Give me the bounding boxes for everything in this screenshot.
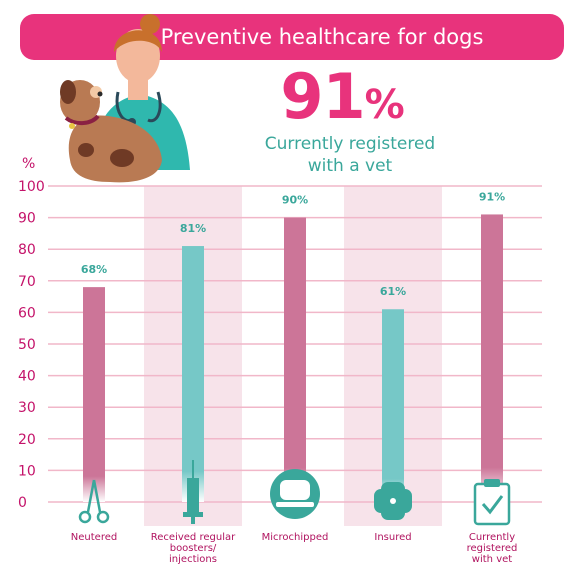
- y-tick-label: 10: [18, 463, 36, 479]
- y-tick-label: 100: [18, 179, 45, 195]
- scissors-icon: [78, 479, 110, 524]
- y-tick-label: 70: [18, 274, 36, 290]
- plaster-icon: [374, 482, 412, 520]
- value-label: 61%: [380, 285, 406, 298]
- headline-subtitle-line1: Currently registered: [264, 134, 436, 154]
- bars: [83, 214, 503, 502]
- value-label: 81%: [180, 222, 206, 235]
- category-label: Insured: [374, 532, 411, 543]
- value-label: 68%: [81, 263, 107, 276]
- bar-received: [182, 246, 204, 502]
- value-labels: 68% 81% 90% 61% 91%: [81, 190, 505, 298]
- headline-stat: 91%: [262, 64, 422, 138]
- y-tick-label: 40: [18, 369, 36, 385]
- y-tick-label: 80: [18, 242, 36, 258]
- y-axis-title: %: [22, 156, 35, 172]
- y-axis-labels: 0 10 20 30 40 50 60 70 80 90 100: [18, 179, 45, 511]
- headline-unit: %: [364, 82, 405, 128]
- y-tick-label: 60: [18, 305, 36, 321]
- category-label: Neutered: [71, 532, 117, 543]
- category-label: Currently registered with vet: [467, 532, 518, 565]
- y-tick-label: 50: [18, 337, 36, 353]
- y-tick-label: 30: [18, 400, 36, 416]
- bar-neutered: [83, 287, 105, 502]
- headline-value: 91: [280, 60, 365, 133]
- microchip-icon: [270, 469, 320, 519]
- bar-currently: [481, 214, 503, 502]
- vet-dog-illustration: [60, 14, 190, 183]
- chart-title: Preventive healthcare for dogs: [160, 25, 484, 49]
- y-tick-label: 20: [18, 432, 36, 448]
- value-label: 90%: [282, 194, 308, 207]
- category-label: Microchipped: [262, 532, 329, 543]
- bar-microchipped: [284, 217, 306, 502]
- y-tick-label: 90: [18, 211, 36, 227]
- title-banner: Preventive healthcare for dogs: [20, 14, 564, 60]
- value-label: 91%: [479, 190, 505, 203]
- y-tick-label: 0: [18, 495, 27, 511]
- category-icons: [78, 460, 511, 526]
- category-label: Received regular boosters/injections: [151, 532, 236, 565]
- dog-icon: [60, 80, 162, 183]
- category-labels: Neutered Received regular boosters/injecti…: [71, 532, 518, 565]
- headline-subtitle-line2: with a vet: [307, 156, 393, 176]
- bar-insured: [382, 309, 404, 502]
- syringe-icon: [183, 460, 203, 524]
- headline-subtitle: Currently registered with a vet: [240, 133, 460, 177]
- clipboard-check-icon: [473, 479, 511, 526]
